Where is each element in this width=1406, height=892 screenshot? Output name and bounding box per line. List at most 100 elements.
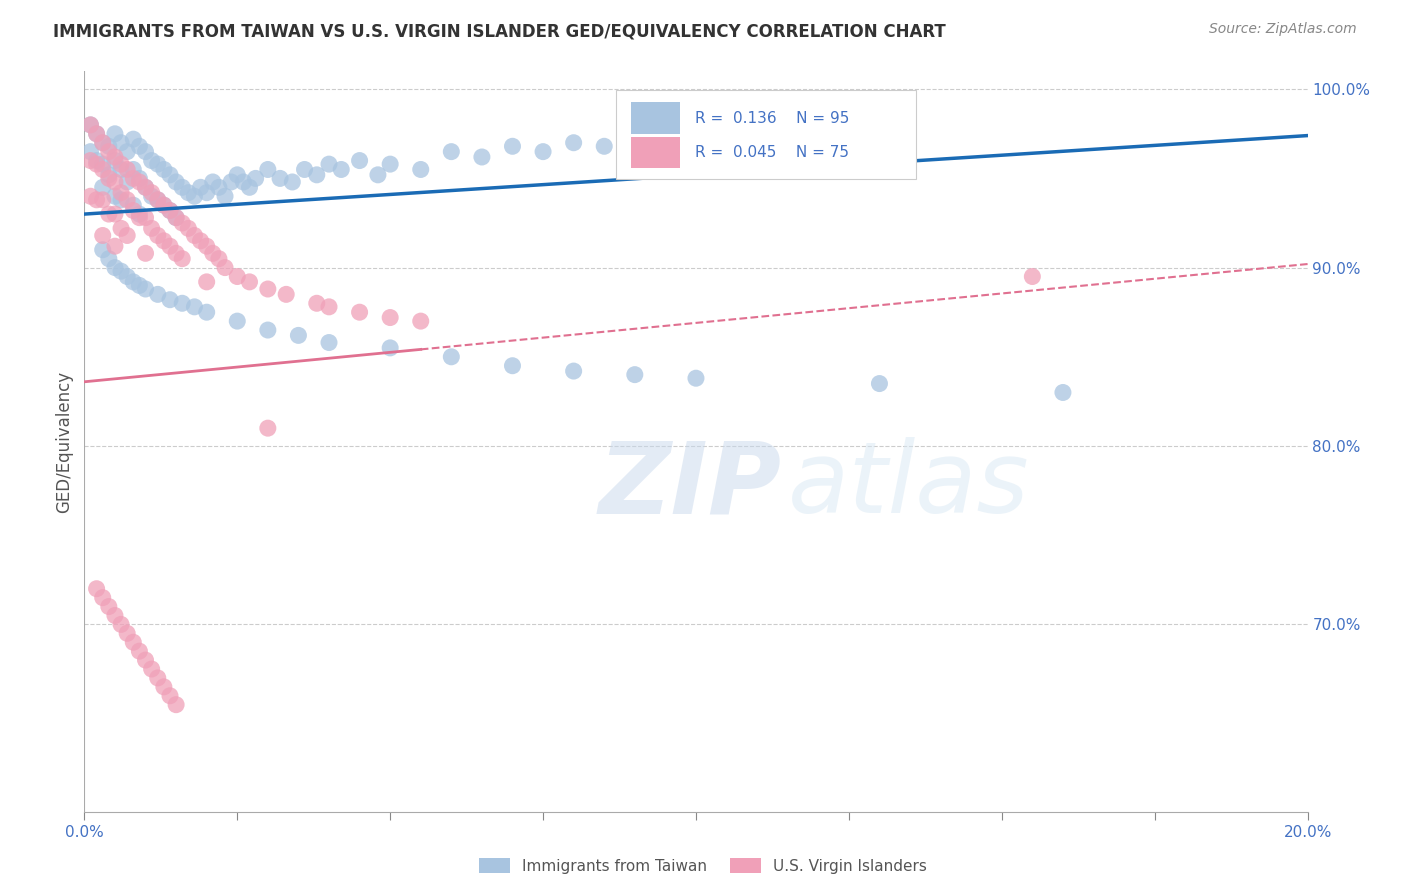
Point [135,180,157,194]
Text: ZIP: ZIP [598,437,782,534]
Point [79,153,101,168]
Point [97,168,120,182]
Point [135,653,157,667]
Point [305,168,328,182]
Text: R =  0.136    N = 95: R = 0.136 N = 95 [695,111,849,126]
Point [869,376,891,391]
Point [183,300,205,314]
Point [471,150,494,164]
Point [104,207,127,221]
Point [110,193,132,207]
Point [128,278,150,293]
Point [238,275,260,289]
Point [318,335,340,350]
Point [97,139,120,153]
Point [654,136,676,150]
Point [305,296,328,310]
Point [195,275,218,289]
Point [214,260,236,275]
Point [110,617,132,632]
Point [141,662,163,676]
Point [97,171,120,186]
Point [104,239,127,253]
Point [349,305,371,319]
Point [330,162,353,177]
Point [238,180,260,194]
Point [104,153,127,168]
Point [91,243,114,257]
Point [269,171,291,186]
Point [86,153,108,168]
Point [135,282,157,296]
Point [159,203,181,218]
Point [287,328,309,343]
Point [1052,385,1074,400]
Point [146,193,169,207]
Point [172,180,194,194]
Point [165,211,187,225]
Point [79,145,101,159]
Point [135,145,157,159]
Point [747,121,769,136]
Point [104,175,127,189]
Point [349,153,371,168]
Point [128,171,150,186]
Point [153,680,176,694]
Point [122,132,145,146]
Point [624,132,647,146]
Point [807,118,830,132]
Point [79,118,101,132]
Point [91,591,114,605]
Point [91,162,114,177]
Point [257,162,280,177]
Point [226,269,249,284]
Point [146,287,169,301]
Point [502,359,524,373]
Point [153,162,176,177]
Point [562,136,585,150]
Point [91,136,114,150]
Point [110,136,132,150]
Point [409,314,432,328]
Point [165,175,187,189]
Point [135,246,157,260]
Point [257,421,280,435]
Point [79,118,101,132]
Point [257,323,280,337]
Point [531,145,554,159]
Point [128,207,150,221]
Point [86,193,108,207]
Point [97,599,120,614]
Point [115,228,138,243]
Text: IMMIGRANTS FROM TAIWAN VS U.S. VIRGIN ISLANDER GED/EQUIVALENCY CORRELATION CHART: IMMIGRANTS FROM TAIWAN VS U.S. VIRGIN IS… [53,22,946,40]
Point [141,221,163,235]
Point [177,221,200,235]
Point [318,157,340,171]
Point [141,189,163,203]
Point [226,314,249,328]
Point [86,582,108,596]
Point [281,175,304,189]
Point [122,635,145,649]
Point [86,127,108,141]
Point [79,189,101,203]
Point [97,252,120,266]
FancyBboxPatch shape [616,90,917,178]
Point [104,127,127,141]
Bar [631,103,681,134]
Point [91,136,114,150]
Point [97,145,120,159]
Bar [631,137,681,169]
Point [201,246,224,260]
Point [214,189,236,203]
Point [115,162,138,177]
Point [86,127,108,141]
Point [122,198,145,212]
Point [159,293,181,307]
Point [128,175,150,189]
Point [409,162,432,177]
Point [86,157,108,171]
Point [177,186,200,200]
Point [153,198,176,212]
Point [110,186,132,200]
